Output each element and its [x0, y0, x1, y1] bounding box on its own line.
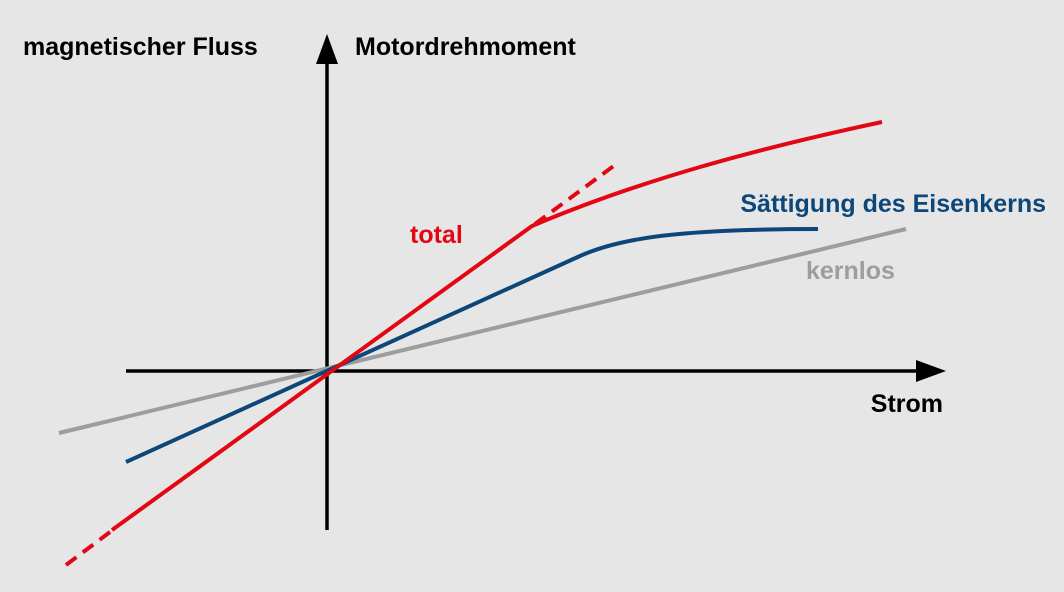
curve-total-dashed-upper: [533, 163, 617, 226]
axes: [126, 34, 946, 530]
coreless-curve-label: kernlos: [806, 257, 895, 285]
y-axis-label-flux: magnetischer Fluss: [23, 33, 258, 61]
curve-saturation: [125, 227, 819, 464]
x-axis-arrowhead: [916, 360, 946, 382]
curve-coreless: [58, 227, 907, 435]
y-axis-label-torque: Motordrehmoment: [355, 33, 577, 61]
y-axis-arrowhead: [316, 34, 338, 64]
x-axis-label: Strom: [871, 390, 943, 418]
curve-total-dashed-lower: [60, 530, 112, 570]
curve-total: [60, 120, 883, 570]
curve-total-solid: [110, 120, 883, 532]
total-curve-label: total: [410, 221, 463, 249]
saturation-curve-label: Sättigung des Eisenkerns: [740, 190, 1046, 218]
